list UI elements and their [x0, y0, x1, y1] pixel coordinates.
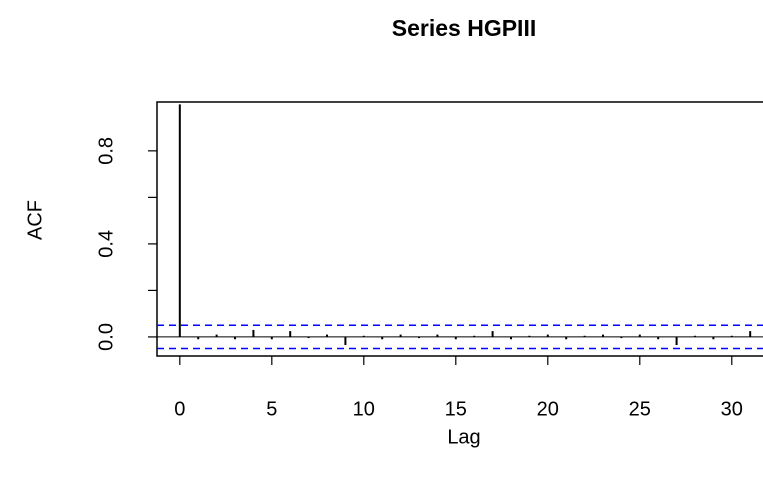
y-tick-label: 0.8 — [95, 137, 117, 165]
y-axis-label: ACF — [24, 200, 46, 240]
x-tick-label: 10 — [353, 398, 375, 420]
x-tick-label: 0 — [174, 398, 185, 420]
chart-title: Series HGPIII — [392, 15, 536, 41]
x-axis-label: Lag — [447, 426, 480, 448]
x-tick-label: 20 — [537, 398, 559, 420]
x-tick-label: 30 — [721, 398, 743, 420]
y-tick-label: 0.4 — [95, 230, 117, 258]
y-tick-label: 0.0 — [95, 323, 117, 351]
x-tick-label: 15 — [445, 398, 467, 420]
x-tick-label: 25 — [629, 398, 651, 420]
plot-frame — [156, 101, 763, 357]
x-tick-label: 5 — [266, 398, 277, 420]
